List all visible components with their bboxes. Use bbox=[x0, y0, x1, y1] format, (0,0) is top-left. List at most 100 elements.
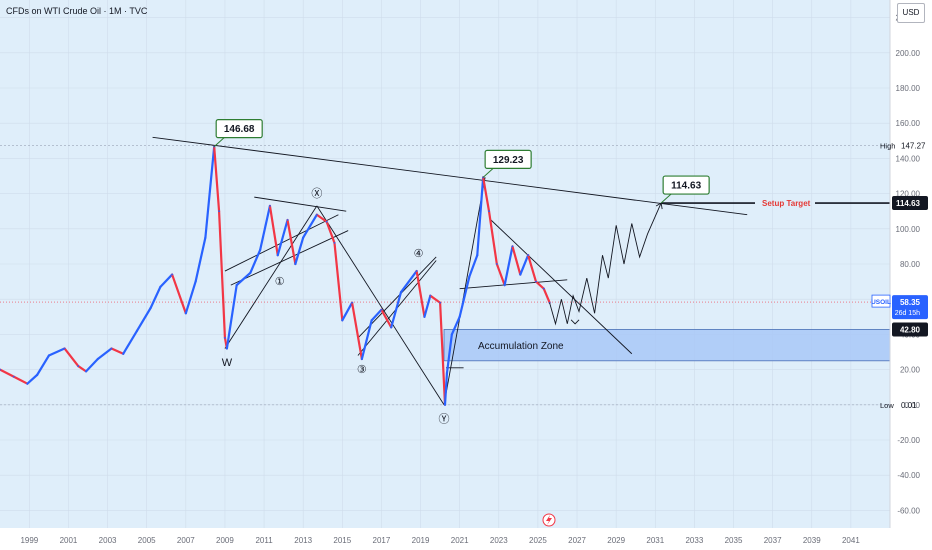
price-point bbox=[36, 373, 39, 376]
price-segment bbox=[415, 269, 426, 318]
price-segment bbox=[468, 254, 479, 278]
price-segment bbox=[458, 275, 471, 318]
currency-button[interactable]: USD bbox=[897, 3, 925, 23]
x-tick-label: 2031 bbox=[646, 536, 664, 545]
trendline bbox=[490, 219, 633, 355]
symbol-tag-label: USOIL bbox=[871, 299, 891, 306]
price-point bbox=[341, 319, 344, 322]
price-point bbox=[519, 273, 522, 276]
price-segment bbox=[350, 301, 363, 361]
price-point bbox=[77, 365, 80, 367]
price-callout bbox=[215, 119, 263, 139]
x-tick-label: 2011 bbox=[255, 536, 273, 545]
price-segment bbox=[302, 213, 318, 239]
countdown-label: 26d 15h bbox=[895, 310, 920, 317]
price-segment bbox=[495, 262, 506, 287]
time-axis[interactable]: 1999 2001 2003 2005 2007 2009 2011 2013 2015 2017… bbox=[0, 513, 932, 550]
price-segment bbox=[429, 294, 442, 304]
price-segment bbox=[399, 269, 418, 294]
trendline bbox=[224, 205, 318, 349]
y-tick-label: -20.00 bbox=[897, 436, 920, 445]
price-point bbox=[535, 280, 537, 283]
price-segment bbox=[194, 236, 207, 283]
price-point bbox=[136, 329, 138, 332]
y-tick-label: 100.00 bbox=[896, 225, 921, 234]
setup-target-label: Setup Target bbox=[762, 199, 811, 208]
trendlines[interactable]: Setup Target bbox=[152, 136, 890, 406]
price-point bbox=[218, 210, 220, 213]
price-segment bbox=[84, 357, 99, 373]
price-segment bbox=[249, 248, 262, 274]
price-segment bbox=[534, 280, 545, 290]
price-point bbox=[286, 219, 289, 221]
price-point bbox=[294, 263, 297, 265]
price-segment bbox=[294, 236, 305, 266]
price-point bbox=[259, 249, 262, 251]
price-point bbox=[224, 337, 226, 339]
price-point bbox=[204, 236, 207, 239]
price-segment bbox=[542, 287, 551, 304]
chart-title: CFDs on WTI Crude Oil · 1M · TVC bbox=[6, 6, 148, 16]
price-segment bbox=[370, 308, 383, 322]
price-segment bbox=[77, 364, 88, 373]
price-point bbox=[370, 319, 373, 322]
annotations: 146.68 129.23 114.63 W ① Ⓧ ③ ④ Ⓨ bbox=[213, 119, 710, 425]
y-tick-label: -60.00 bbox=[897, 506, 920, 515]
lightning-icon[interactable] bbox=[542, 513, 556, 527]
callout-pointer bbox=[482, 167, 494, 178]
price-point bbox=[380, 308, 383, 311]
x-tick-label: 2039 bbox=[803, 536, 821, 545]
wave-label: W bbox=[222, 357, 233, 369]
price-point bbox=[48, 354, 50, 357]
price-point bbox=[194, 280, 197, 283]
trendline bbox=[443, 177, 486, 405]
price-point bbox=[476, 254, 479, 257]
projection-line bbox=[549, 202, 662, 326]
y-tick-label: 0.00 bbox=[904, 401, 920, 410]
price-point bbox=[149, 307, 152, 309]
price-point bbox=[429, 294, 432, 297]
x-tick-label: 2019 bbox=[412, 536, 430, 545]
price-segment bbox=[315, 213, 328, 223]
price-point bbox=[249, 271, 252, 274]
price-point bbox=[444, 403, 446, 406]
y-tick-label: 20.00 bbox=[900, 366, 921, 375]
price-point bbox=[0, 368, 1, 371]
x-tick-label: 2013 bbox=[294, 536, 312, 545]
price-segment bbox=[519, 254, 530, 276]
price-point bbox=[315, 213, 318, 216]
price-segment bbox=[12, 375, 29, 385]
callout-pointer bbox=[660, 193, 672, 204]
price-point bbox=[450, 333, 453, 336]
price-point bbox=[527, 254, 530, 257]
x-tick-label: 2005 bbox=[138, 536, 156, 545]
trendline bbox=[459, 279, 568, 290]
price-point bbox=[159, 285, 162, 288]
price-segment bbox=[110, 347, 125, 355]
price-point bbox=[325, 220, 328, 223]
price-segment bbox=[26, 373, 39, 385]
price-segment bbox=[47, 347, 66, 357]
callout-pointer bbox=[213, 137, 225, 148]
price-segment bbox=[360, 319, 373, 361]
price-point bbox=[400, 291, 402, 294]
axis-price-badge-label: 42.80 bbox=[900, 325, 921, 334]
price-segment bbox=[276, 218, 289, 257]
grid bbox=[0, 0, 890, 528]
price-axis[interactable]: 220.00200.00180.00160.00140.00120.00100.… bbox=[871, 0, 932, 550]
x-tick-label: 2025 bbox=[529, 536, 547, 545]
price-segment bbox=[122, 329, 139, 355]
callout-label: 146.68 bbox=[224, 124, 255, 135]
callout-label: 114.63 bbox=[671, 181, 701, 192]
price-segment bbox=[225, 284, 238, 350]
x-tick-label: 2035 bbox=[725, 536, 743, 545]
wave-label: ① bbox=[275, 276, 285, 288]
price-segment bbox=[325, 220, 336, 244]
price-segment bbox=[0, 368, 15, 378]
price-segment bbox=[286, 218, 297, 266]
price-point bbox=[360, 358, 363, 360]
price-point bbox=[415, 270, 418, 272]
arrow-marker bbox=[570, 319, 580, 325]
